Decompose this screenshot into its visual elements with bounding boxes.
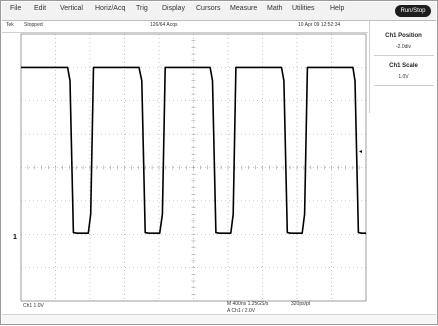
menu-math[interactable]: Math (267, 5, 283, 12)
waveform-series-0 (21, 66, 366, 234)
status-mode: Stopped (24, 22, 43, 28)
timebase-readout: M 400ns 1.25GS/s (227, 301, 269, 307)
trigger-readout: A Ch1 / 2.0V (227, 308, 256, 314)
ch1-position-label[interactable]: Ch1 Position (385, 33, 422, 39)
panel-divider (374, 85, 434, 86)
points-readout: 320ps/pt (291, 301, 311, 307)
menu-horiz-acq[interactable]: Horiz/Acq (95, 5, 126, 12)
ch1-position-value[interactable]: -2.0div (395, 44, 411, 50)
ch1-scale-readout: Ch1 1.0V (23, 303, 44, 309)
panel-divider (374, 55, 434, 56)
menu-display[interactable]: Display (162, 5, 185, 12)
menu-trig[interactable]: Trig (136, 5, 148, 12)
menu-measure[interactable]: Measure (230, 5, 258, 12)
waveform-trace (21, 66, 366, 234)
menu-help[interactable]: Help (330, 5, 345, 12)
bottom-bar (2, 314, 436, 324)
menu-cursors[interactable]: Cursors (196, 5, 221, 12)
ch1-ground-marker: 1 (13, 234, 17, 241)
ch1-scale-value[interactable]: 1.0V (398, 74, 409, 80)
status-bar: Tek Stopped 126/64 Acqs 10 Apr 09 12:52:… (2, 21, 368, 33)
status-brand: Tek (6, 22, 14, 28)
status-acqs: 126/64 Acqs (150, 22, 178, 28)
graticule-grid (20, 33, 367, 302)
control-panel: Ch1 Position -2.0div Ch1 Scale 1.0V (369, 21, 437, 113)
ch1-scale-label[interactable]: Ch1 Scale (389, 63, 418, 69)
menu-vertical[interactable]: Vertical (60, 5, 83, 12)
menu-file[interactable]: File (10, 5, 22, 12)
trigger-level-marker: ◂ (359, 149, 362, 155)
menu-bar: File Edit Vertical Horiz/Acq Trig Displa… (2, 2, 436, 21)
status-date: 10 Apr 09 12:52:34 (298, 22, 341, 28)
scope-markers: 1 ◂ (13, 149, 362, 241)
menu-edit[interactable]: Edit (34, 5, 47, 12)
run-stop-button[interactable]: Run/Stop (395, 5, 431, 17)
menu-utilities[interactable]: Utilities (292, 5, 315, 12)
